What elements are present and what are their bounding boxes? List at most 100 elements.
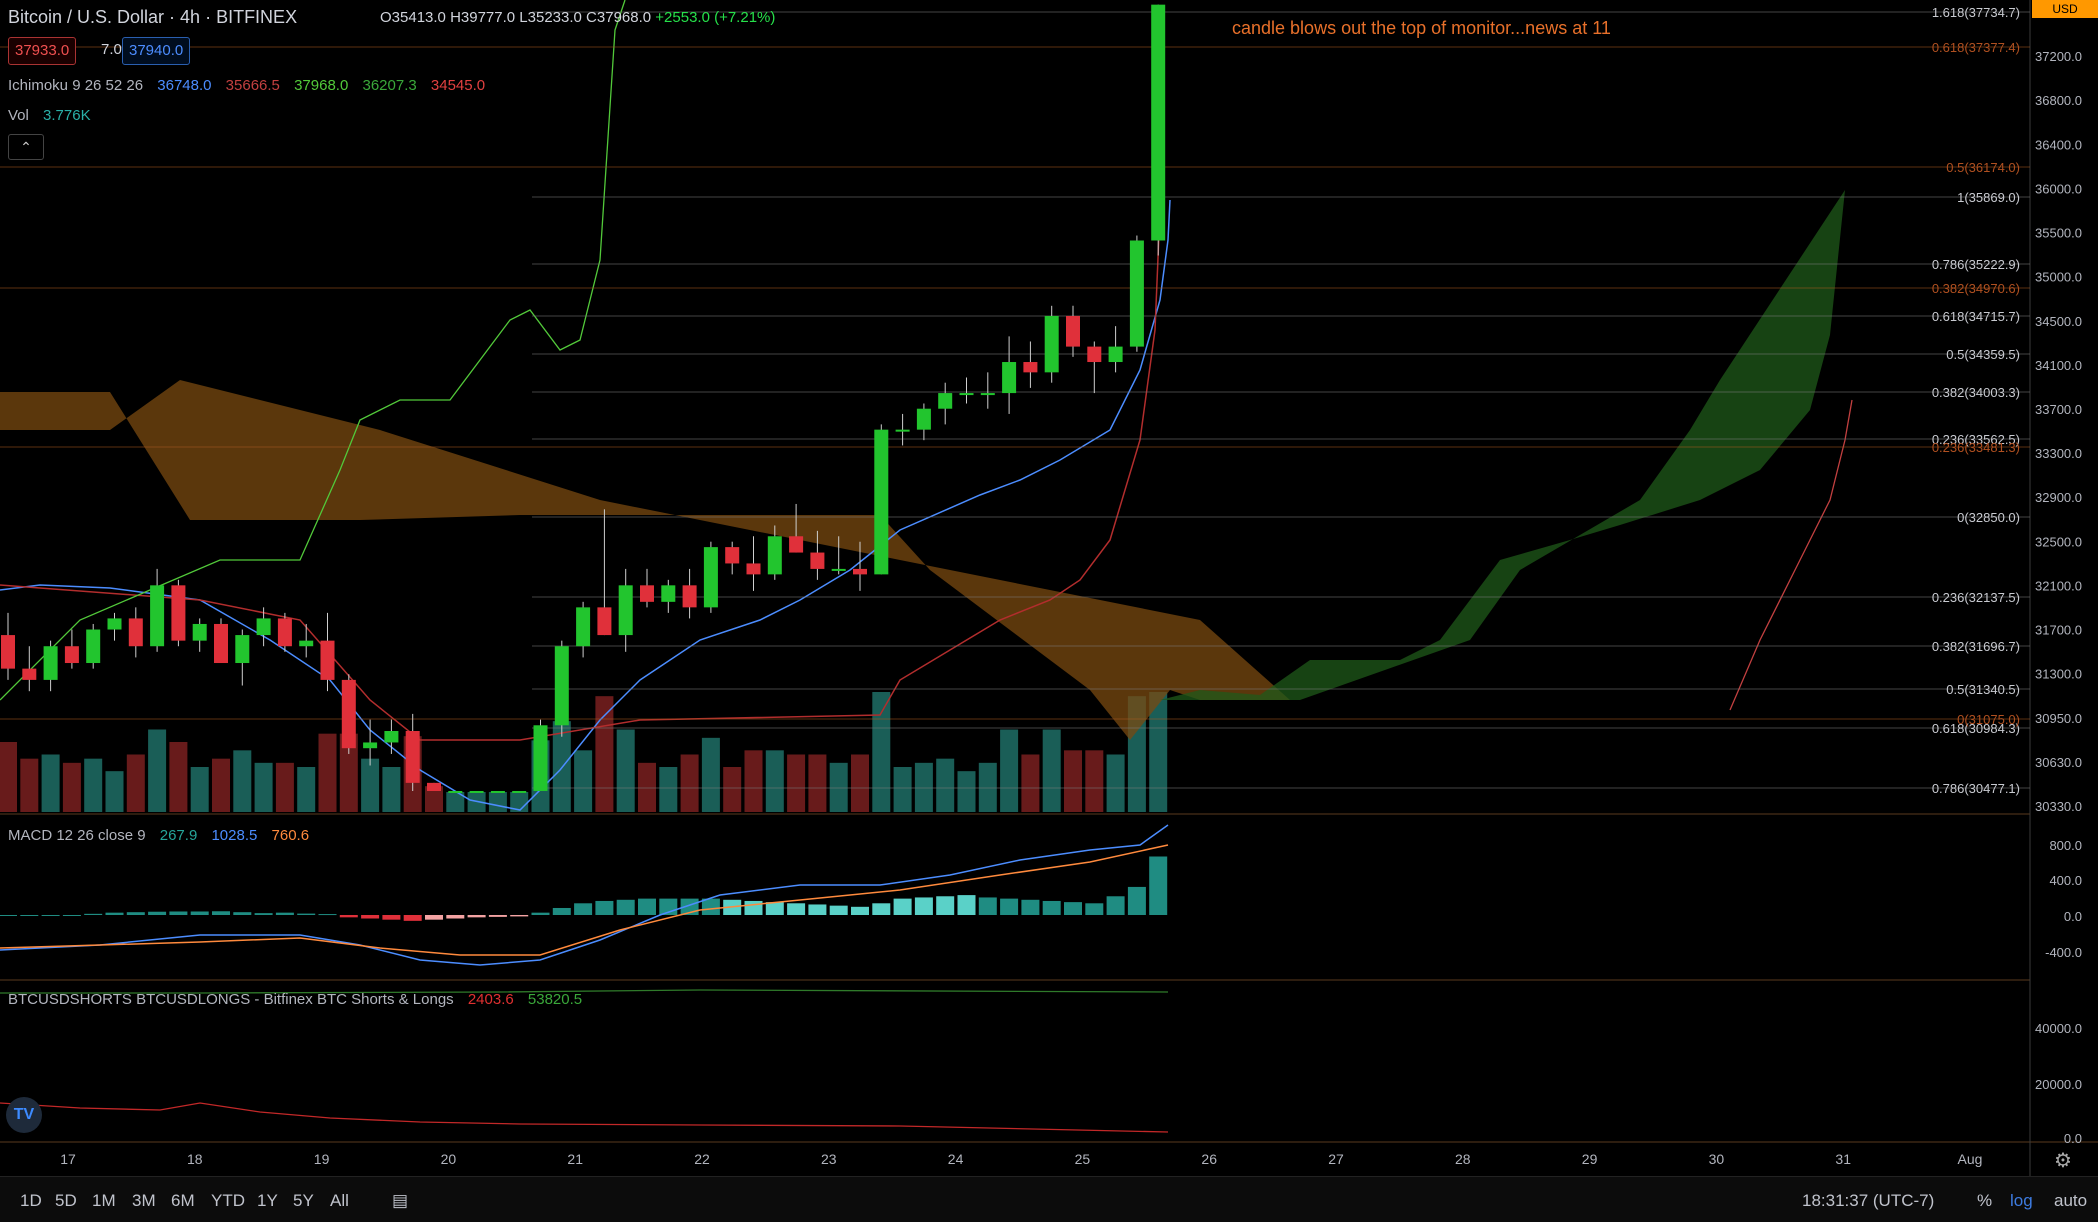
macd-histogram-bar — [275, 912, 294, 915]
calendar-icon[interactable]: ▤ — [392, 1191, 409, 1210]
currency-badge[interactable]: USD — [2032, 0, 2098, 18]
chevron-up-icon[interactable]: ⌃ — [8, 134, 44, 160]
timeframe-1y[interactable]: 1Y — [257, 1191, 278, 1210]
candle-body — [256, 618, 271, 636]
fib-level-label-orange: 0.236(33481.3) — [1932, 440, 2020, 455]
fib-level-label-orange: 0(31075.0) — [1957, 712, 2020, 727]
candle-body — [916, 408, 931, 430]
macd-value: 1028.5 — [211, 827, 258, 844]
candle-body — [22, 668, 37, 680]
volume-value: 3.776K — [43, 107, 91, 124]
macd-legend[interactable]: MACD 12 26 close 9 267.9 1028.5 760.6 — [8, 827, 319, 844]
macd-line — [0, 824, 1169, 966]
ichimoku-value: 37968.0 — [294, 77, 349, 94]
shorts-value: 2403.6 — [467, 991, 514, 1008]
price-axis-label: 32500.0 — [2035, 534, 2082, 549]
macd-histogram-bar — [339, 915, 358, 918]
macd-axis-label: 800.0 — [2049, 838, 2082, 853]
fib-level-label-orange: 0.382(34970.6) — [1932, 281, 2020, 296]
senkou-b-line — [1729, 399, 1853, 711]
price-axis-label: 34500.0 — [2035, 314, 2082, 329]
price-axis-label: 35500.0 — [2035, 226, 2082, 241]
price-axis-label: 36400.0 — [2035, 137, 2082, 152]
macd-histogram-bar — [574, 903, 593, 915]
candle-body — [150, 585, 165, 647]
timeframe-1m[interactable]: 1M — [92, 1191, 116, 1210]
tradingview-logo[interactable]: TV — [6, 1097, 42, 1133]
macd-histogram-bar — [446, 915, 465, 919]
clock-readout[interactable]: 18:31:37 (UTC-7) — [1802, 1191, 1935, 1210]
auto-scale-button[interactable]: auto — [2054, 1191, 2088, 1210]
price-axis-label: 36000.0 — [2035, 181, 2082, 196]
candle-body — [384, 730, 399, 743]
buy-price-button[interactable]: 37940.0 — [122, 37, 191, 65]
price-axis-label: 32100.0 — [2035, 578, 2082, 593]
candle-body — [1087, 346, 1102, 363]
volume-bar — [744, 750, 763, 812]
volume-bar — [808, 754, 827, 812]
macd-histogram-bar — [1021, 899, 1040, 915]
fib-level-label: 0(32850.0) — [1957, 510, 2020, 525]
fib-level-label: 0.5(31340.5) — [1946, 682, 2020, 697]
candle-body — [831, 568, 846, 571]
volume-bar — [148, 729, 167, 812]
ichimoku-value: 34545.0 — [430, 77, 486, 94]
log-scale-button[interactable]: log — [2010, 1191, 2033, 1210]
shorts-line — [0, 1102, 1169, 1133]
volume-bar — [978, 762, 997, 812]
price-axis-label: 35000.0 — [2035, 270, 2082, 285]
volume-bar — [425, 786, 443, 812]
macd-histogram-bar — [872, 903, 891, 915]
timeframe-6m[interactable]: 6M — [171, 1191, 195, 1210]
volume-bar — [1149, 692, 1168, 812]
timeframe-ytd[interactable]: YTD — [211, 1191, 245, 1210]
timeframe-3m[interactable]: 3M — [132, 1191, 156, 1210]
shorts-longs-legend[interactable]: BTCUSDSHORTS BTCUSDLONGS - Bitfinex BTC … — [8, 991, 592, 1008]
timeframe-5d[interactable]: 5D — [55, 1191, 77, 1210]
timeframe-1d[interactable]: 1D — [20, 1191, 42, 1210]
candle-body — [469, 790, 484, 793]
candle-body — [980, 393, 995, 396]
volume-bar — [1085, 750, 1104, 812]
timeframe-all[interactable]: All — [330, 1191, 349, 1210]
volume-bar — [1106, 754, 1125, 812]
volume-bar — [297, 767, 316, 812]
volume-legend[interactable]: Vol 3.776K — [8, 107, 101, 124]
volume-bar — [254, 762, 273, 812]
candle-body — [895, 429, 910, 432]
macd-histogram-bar — [1042, 900, 1061, 915]
candle-body — [171, 585, 186, 641]
percent-scale-button[interactable]: % — [1977, 1191, 1993, 1210]
sell-price-button[interactable]: 37933.0 — [8, 37, 77, 65]
macd-histogram-bar — [744, 900, 763, 915]
candle-body — [853, 568, 867, 575]
fib-level-label: 0.5(34359.5) — [1946, 347, 2020, 362]
chikou-line — [0, 0, 626, 701]
timeframe-5y[interactable]: 5Y — [293, 1191, 314, 1210]
macd-histogram-bar — [808, 904, 827, 915]
symbol-title[interactable]: Bitcoin / U.S. Dollar · 4h · BITFINEX — [8, 7, 307, 28]
shorts-longs-label: BTCUSDSHORTS BTCUSDLONGS - Bitfinex BTC … — [8, 991, 454, 1008]
macd-histogram-bar — [1106, 896, 1125, 915]
volume-bar — [0, 742, 17, 812]
volume-bar — [62, 762, 81, 812]
volume-bar — [233, 750, 252, 812]
price-axis-label: 31700.0 — [2035, 623, 2082, 638]
macd-histogram-bar — [254, 913, 273, 915]
shorts-axis-label: 40000.0 — [2035, 1021, 2082, 1036]
ohlc-open: O35413.0 — [380, 9, 446, 26]
volume-bar — [893, 767, 912, 812]
candle-body — [1023, 362, 1038, 373]
price-axis-label: 32900.0 — [2035, 490, 2082, 505]
ichimoku-legend[interactable]: Ichimoku 9 26 52 26 36748.0 35666.5 3796… — [8, 77, 495, 94]
volume-bar — [339, 733, 358, 812]
date-axis-label: 25 — [1075, 1151, 1091, 1167]
date-axis-label: 19 — [314, 1151, 330, 1167]
candle-body — [490, 790, 505, 793]
date-axis-label: 30 — [1709, 1151, 1725, 1167]
gear-icon[interactable]: ⚙ — [2054, 1150, 2072, 1172]
ohlc-close: C37968.0 — [586, 9, 652, 26]
volume-bar — [361, 758, 380, 812]
volume-bar — [680, 754, 699, 812]
